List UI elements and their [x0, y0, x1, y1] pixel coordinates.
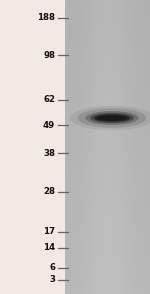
Ellipse shape: [94, 114, 130, 122]
Ellipse shape: [97, 115, 127, 121]
Text: 62: 62: [43, 96, 55, 104]
Ellipse shape: [78, 108, 146, 128]
Text: 6: 6: [49, 263, 55, 273]
Text: 188: 188: [37, 14, 55, 23]
Text: 49: 49: [43, 121, 55, 129]
Text: 38: 38: [43, 148, 55, 158]
Text: 17: 17: [43, 228, 55, 236]
Text: 14: 14: [43, 243, 55, 253]
Ellipse shape: [70, 106, 150, 130]
Text: 28: 28: [43, 188, 55, 196]
Text: 98: 98: [43, 51, 55, 59]
Ellipse shape: [90, 113, 134, 123]
Text: 3: 3: [49, 275, 55, 285]
Ellipse shape: [100, 116, 124, 120]
Ellipse shape: [85, 111, 139, 125]
